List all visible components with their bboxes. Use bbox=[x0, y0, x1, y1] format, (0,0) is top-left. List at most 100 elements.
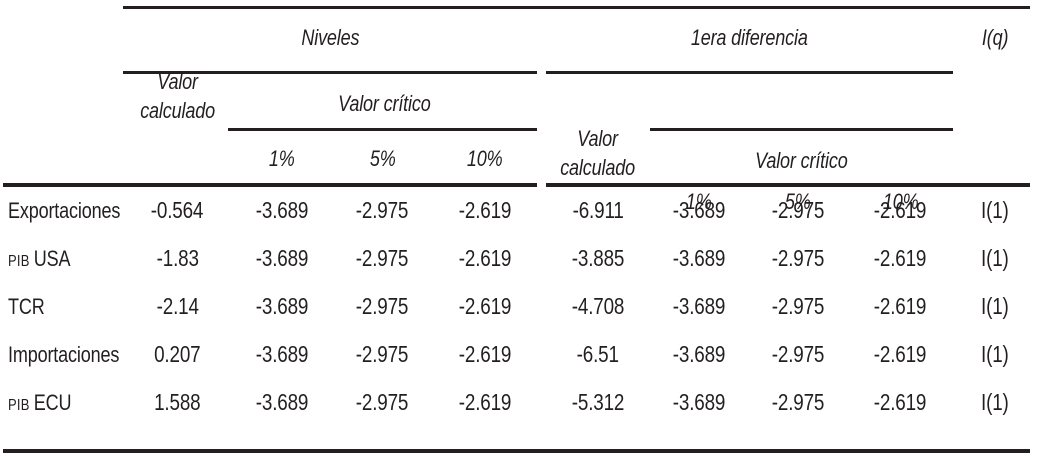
niveles-critico-5pct-cell: -2.975 bbox=[332, 244, 433, 274]
niveles-valor-critico-header: Valor crítico bbox=[232, 74, 537, 119]
integration-order-cell: I(1) bbox=[953, 388, 1037, 418]
valor-calculado-label: Valor calculado bbox=[560, 126, 636, 180]
diferencia-critico-10pct-cell: -2.619 bbox=[848, 340, 953, 370]
diferencia-critico-1pct-cell: -3.689 bbox=[650, 340, 748, 370]
row-label-name: Exportaciones bbox=[8, 197, 121, 223]
value: -2.975 bbox=[771, 389, 825, 416]
row-label: Importaciones bbox=[8, 341, 119, 370]
niveles-critico-1pct-cell: -3.689 bbox=[232, 388, 332, 418]
niveles-critico-10pct-cell: -2.619 bbox=[433, 340, 537, 370]
diferencia-critico-5pct-cell: -2.975 bbox=[748, 292, 848, 322]
row-label: PIB ECU bbox=[8, 389, 72, 418]
row-label: Exportaciones bbox=[8, 197, 120, 226]
niveles-critico-5pct-cell: -2.975 bbox=[332, 196, 433, 226]
diferencia-critico-1pct-cell: -3.689 bbox=[650, 196, 748, 226]
diferencia-critico-5pct-cell: -2.975 bbox=[748, 388, 848, 418]
niveles-10pct-header: 10% bbox=[433, 145, 537, 189]
pct-5-label: 5% bbox=[785, 189, 811, 215]
value: 0.207 bbox=[154, 341, 201, 368]
pct-5-label: 5% bbox=[369, 145, 396, 171]
niveles-valor-calculado-cell: -1.83 bbox=[123, 244, 232, 274]
value: -6.51 bbox=[576, 341, 620, 368]
table-row: TCR -2.14 -3.689 -2.975 -2.619 -4.708 -3… bbox=[0, 283, 1037, 331]
valor-critico-label: Valor crítico bbox=[755, 148, 848, 174]
diferencia-valor-calculado-header: Valor calculado bbox=[546, 125, 650, 182]
diferencia-valor-calculado-cell: -5.312 bbox=[546, 388, 650, 418]
row-label-name: ECU bbox=[33, 389, 72, 415]
diferencia-critico-5pct-cell: -2.975 bbox=[748, 196, 848, 226]
value: 1.588 bbox=[154, 389, 201, 416]
niveles-group-underline bbox=[123, 71, 537, 74]
niveles-critico-1pct-cell: -3.689 bbox=[232, 244, 332, 274]
value: -2.975 bbox=[356, 389, 409, 416]
niveles-critico-1pct-cell: -3.689 bbox=[232, 340, 332, 370]
niveles-5pct-header: 5% bbox=[332, 145, 433, 189]
integration-order-cell: I(1) bbox=[953, 196, 1037, 226]
top-rule bbox=[123, 6, 1030, 9]
value: -2.619 bbox=[874, 245, 927, 272]
niveles-valor-calculado-cell: 0.207 bbox=[123, 340, 232, 370]
niveles-critico-10pct-cell: -2.619 bbox=[433, 196, 537, 226]
value: -2.619 bbox=[458, 245, 512, 272]
value: I(1) bbox=[981, 245, 1009, 272]
diferencia-valor-calculado-cell: -6.911 bbox=[546, 196, 650, 226]
value: -2.14 bbox=[156, 293, 199, 320]
niveles-valor-calculado-header: Valor calculado bbox=[123, 68, 232, 125]
table-body: Exportaciones -0.564 -3.689 -2.975 -2.61… bbox=[0, 187, 1037, 427]
value: -3.689 bbox=[672, 293, 726, 320]
pct-1-label: 1% bbox=[269, 145, 295, 171]
value: I(1) bbox=[981, 389, 1009, 416]
header-separator-left bbox=[3, 183, 537, 187]
diferencia-critico-10pct-cell: -2.619 bbox=[848, 196, 953, 226]
diferencia-1pct-header: 1% bbox=[650, 188, 748, 232]
niveles-label: Niveles bbox=[300, 25, 359, 51]
value: -2.619 bbox=[458, 389, 512, 416]
valor-critico-label: Valor crítico bbox=[338, 91, 431, 116]
value: -2.975 bbox=[771, 293, 825, 320]
value: -1.83 bbox=[156, 245, 199, 272]
row-label-prefix: PIB bbox=[8, 252, 30, 270]
diferencia-valor-calculado-cell: -3.885 bbox=[546, 244, 650, 274]
diferencia-valor-critico-header: Valor crítico bbox=[650, 131, 953, 176]
value: I(1) bbox=[981, 197, 1009, 224]
niveles-valor-calculado-cell: -2.14 bbox=[123, 292, 232, 322]
value: -2.619 bbox=[874, 293, 927, 320]
diferencia-group-underline bbox=[546, 71, 953, 74]
niveles-critico-1pct-cell: -3.689 bbox=[232, 196, 332, 226]
value: -2.975 bbox=[356, 341, 409, 368]
diferencia-critico-10pct-cell: -2.619 bbox=[848, 292, 953, 322]
value: -3.885 bbox=[571, 245, 625, 272]
row-label-name: TCR bbox=[8, 293, 45, 319]
value: -3.689 bbox=[255, 245, 309, 272]
value: -2.975 bbox=[356, 293, 409, 320]
value: -4.708 bbox=[571, 293, 625, 320]
niveles-critico-10pct-cell: -2.619 bbox=[433, 388, 537, 418]
niveles-critico-10pct-cell: -2.619 bbox=[433, 292, 537, 322]
bottom-rule bbox=[3, 449, 1030, 453]
value: -2.975 bbox=[771, 197, 825, 224]
integration-order-cell: I(1) bbox=[953, 340, 1037, 370]
value: -3.689 bbox=[672, 197, 726, 224]
row-label-cell: TCR bbox=[0, 293, 123, 322]
niveles-1pct-header: 1% bbox=[232, 145, 332, 189]
diferencia-critico-1pct-cell: -3.689 bbox=[650, 292, 748, 322]
table-row: PIB USA -1.83 -3.689 -2.975 -2.619 -3.885… bbox=[0, 235, 1037, 283]
value: -2.619 bbox=[458, 197, 512, 224]
value: -2.975 bbox=[356, 245, 409, 272]
diferencia-critico-5pct-cell: -2.975 bbox=[748, 340, 848, 370]
value: -2.619 bbox=[458, 341, 512, 368]
integration-order-cell: I(1) bbox=[953, 244, 1037, 274]
diferencia-critico-10pct-cell: -2.619 bbox=[848, 244, 953, 274]
value: -3.689 bbox=[672, 341, 726, 368]
value: -3.689 bbox=[672, 389, 726, 416]
value: -2.619 bbox=[874, 197, 927, 224]
integration-order-header: I(q) bbox=[953, 6, 1037, 71]
row-label-cell: Importaciones bbox=[0, 341, 123, 370]
row-label: PIB USA bbox=[8, 245, 71, 274]
diferencia-5pct-header: 5% bbox=[748, 188, 848, 232]
niveles-valor-calculado-cell: 1.588 bbox=[123, 388, 232, 418]
iq-label: I(q) bbox=[981, 25, 1009, 51]
row-label-cell: Exportaciones bbox=[0, 197, 123, 226]
integration-order-cell: I(1) bbox=[953, 292, 1037, 322]
